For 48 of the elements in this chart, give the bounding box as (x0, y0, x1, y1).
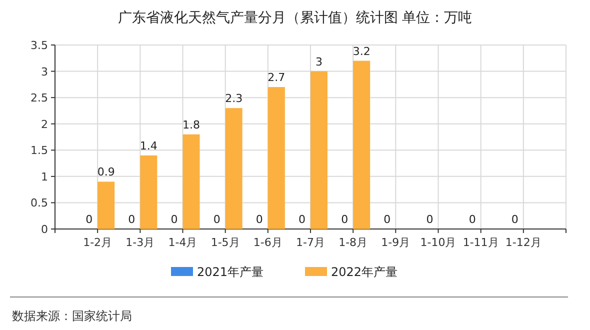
data-label: 0.9 (97, 166, 115, 179)
data-label: 0 (341, 213, 348, 226)
data-label: 3.2 (352, 44, 370, 58)
x-tick-label: 1-7月 (296, 236, 325, 249)
chart-title: 广东省液化天然气产量分月（累计值）统计图 单位：万吨 (118, 10, 472, 26)
data-label: 0 (256, 213, 263, 226)
bar (225, 108, 242, 229)
data-label: 1.4 (140, 139, 158, 152)
x-tick-label: 1-4月 (168, 236, 198, 249)
data-label: 0 (170, 213, 178, 226)
data-label: 0 (86, 213, 93, 226)
y-tick-label: 2.5 (30, 92, 48, 105)
bar (310, 71, 328, 229)
source-note: 数据来源：国家统计局 (12, 309, 132, 323)
x-tick-label: 1-6月 (253, 236, 282, 249)
x-tick-label: 1-10月 (420, 236, 456, 249)
bar (182, 134, 200, 229)
data-label: 2.7 (268, 71, 286, 84)
y-tick-label: 1 (41, 170, 48, 184)
bar (98, 182, 115, 229)
data-label: 3 (316, 55, 322, 68)
data-label: 0 (468, 213, 476, 226)
bar (353, 60, 370, 229)
data-label: 0 (384, 213, 391, 226)
y-tick-label: 0 (41, 223, 48, 236)
data-label: 1.8 (182, 118, 200, 132)
x-tick-label: 1-5月 (210, 236, 240, 249)
legend-label: 2021年产量 (197, 265, 264, 279)
data-label: 0 (213, 213, 220, 226)
y-tick-label: 1.5 (30, 144, 48, 158)
x-tick-label: 1-9月 (381, 236, 410, 249)
x-tick-label: 1-8月 (338, 236, 368, 249)
data-label: 0 (128, 213, 136, 226)
bar (140, 155, 158, 229)
x-tick-label: 1-2月 (83, 236, 112, 249)
legend-label: 2022年产量 (331, 265, 398, 279)
x-tick-label: 1-3月 (126, 236, 155, 249)
y-tick-label: 3 (41, 65, 48, 78)
data-label: 0 (298, 213, 306, 226)
y-tick-label: 3.5 (30, 39, 48, 52)
data-label: 2.3 (225, 92, 243, 106)
y-tick-label: 2 (41, 118, 48, 131)
data-label: 0 (511, 213, 518, 226)
x-tick-label: 1-11月 (462, 236, 499, 249)
data-label: 0 (426, 213, 434, 226)
bar (268, 87, 285, 229)
y-tick-label: 0.5 (30, 196, 48, 210)
x-tick-label: 1-12月 (505, 236, 542, 249)
